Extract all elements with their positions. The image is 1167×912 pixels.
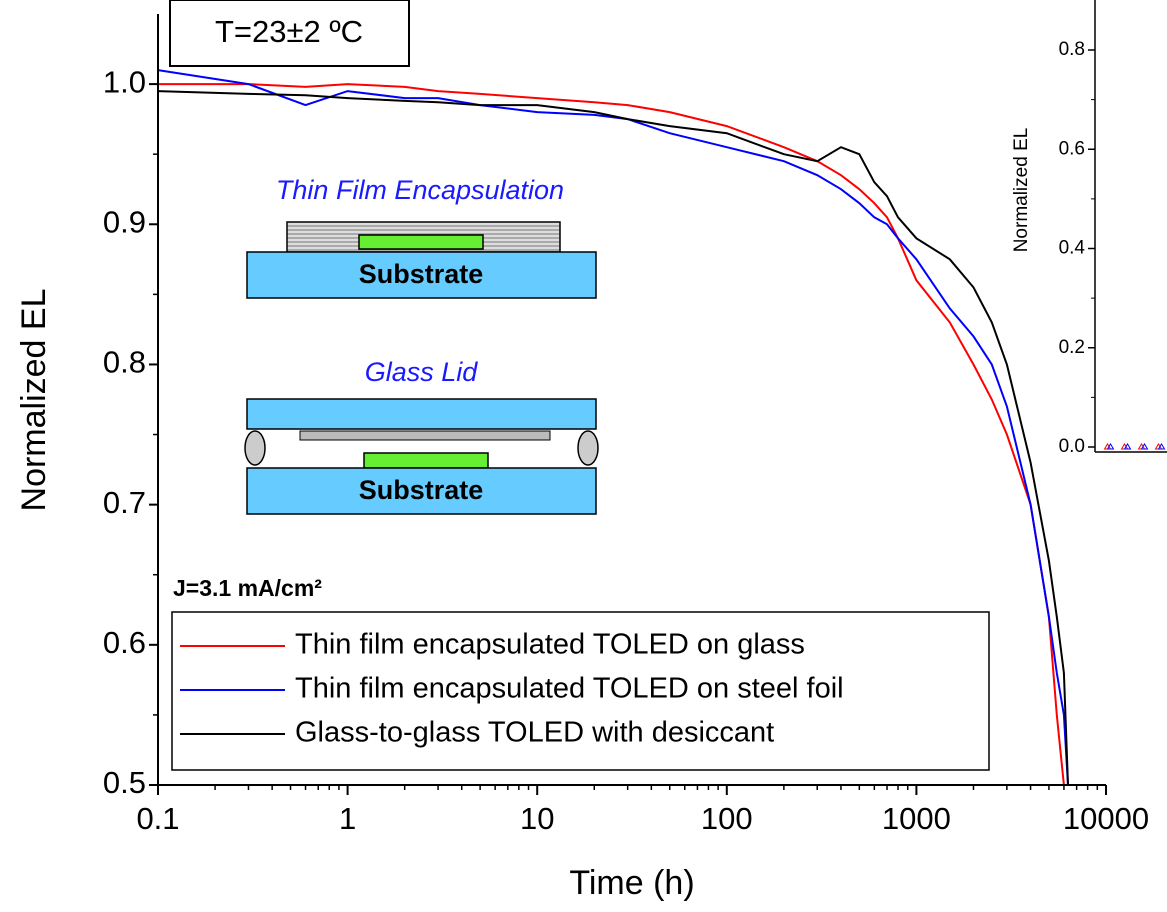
diagram-label: Substrate (359, 475, 484, 505)
encapsulation-diagram (244, 221, 599, 515)
inset-y-axis-title: Normalized EL (1011, 128, 1032, 253)
x-tick-label: 1 (339, 801, 356, 836)
inset-point (1140, 443, 1149, 450)
data-line (158, 83, 1065, 786)
x-tick-label: 10 (520, 801, 554, 836)
x-tick-label: 1000 (882, 801, 951, 836)
data-line (157, 90, 1069, 786)
legend-label: Thin film encapsulated TOLED on glass (295, 629, 805, 661)
legend-label: Thin film encapsulated TOLED on steel fo… (295, 673, 844, 705)
annotation: J=3.1 mA/cm² (173, 575, 322, 601)
diagram-label: Thin Film Encapsulation (276, 175, 564, 205)
annotation-box (169, 0, 410, 67)
annotation: T=23±2 ºC (215, 14, 363, 49)
inset-y-tick-label: 0.2 (1059, 337, 1085, 358)
inset-point (1106, 443, 1115, 450)
inset-point (1157, 443, 1166, 450)
x-tick-label: 0.1 (136, 801, 179, 836)
y-tick-label: 0.5 (103, 765, 146, 800)
x-tick-label: 10000 (1063, 801, 1149, 836)
inset-y-tick-label: 0.0 (1059, 436, 1085, 457)
legend-box (171, 611, 990, 771)
inset-y-tick-label: 0.4 (1059, 238, 1086, 259)
y-axis-title: Normalized EL (15, 289, 53, 512)
legend-label: Glass-to-glass TOLED with desiccant (295, 717, 774, 749)
x-axis-title: Time (h) (569, 864, 694, 902)
data-line (157, 69, 1069, 786)
inset-point (1123, 443, 1132, 450)
y-tick-label: 0.7 (103, 485, 146, 520)
diagram-label: Substrate (359, 259, 484, 289)
inset-y-tick-label: 0.6 (1059, 138, 1085, 159)
y-tick-label: 1.0 (103, 64, 146, 99)
y-tick-label: 0.8 (103, 345, 146, 380)
inset-y-tick-label: 0.8 (1059, 39, 1085, 60)
x-tick-label: 100 (701, 801, 753, 836)
diagram-label: Glass Lid (365, 357, 479, 387)
y-tick-label: 0.9 (103, 204, 146, 239)
y-tick-label: 0.6 (103, 625, 146, 660)
